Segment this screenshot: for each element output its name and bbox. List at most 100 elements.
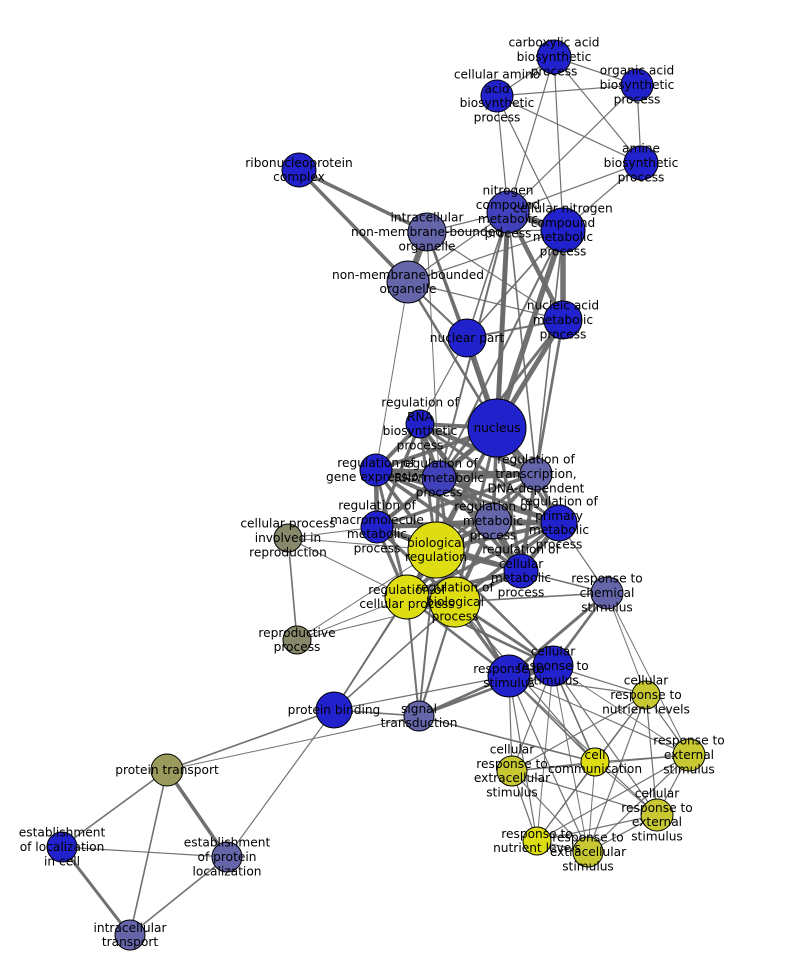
graph-edge <box>375 468 494 523</box>
nodes-layer <box>46 39 706 951</box>
graph-node-label: cellular response to nutrient levels <box>602 673 690 716</box>
graph-node-label: nuclear part <box>430 331 505 345</box>
graph-node-label: regulation of RNA metabolic process <box>394 456 484 499</box>
graph-node[interactable] <box>540 504 578 542</box>
graph-node-label: biological regulation <box>405 535 467 563</box>
graph-node[interactable] <box>447 318 487 358</box>
graph-edge <box>494 229 566 429</box>
graph-edge <box>507 211 537 475</box>
graph-node[interactable] <box>496 755 528 787</box>
graph-edge <box>508 675 538 842</box>
graph-node[interactable] <box>572 836 604 868</box>
graph-node-label: nitrogen compound metabolic process <box>476 183 540 240</box>
graph-edge <box>407 229 564 283</box>
graph-node-label: ribonucleoprotein complex <box>245 155 352 183</box>
graph-node-label: regulation of gene expression <box>326 455 426 483</box>
graph-node[interactable] <box>486 190 530 234</box>
graph-node-label: carboxylic acid biosynthetic process <box>508 35 599 78</box>
graph-edge <box>507 162 642 213</box>
graph-node[interactable] <box>360 510 394 544</box>
graph-node[interactable] <box>480 79 514 113</box>
graph-edge <box>552 665 658 816</box>
graph-node[interactable] <box>384 574 430 620</box>
graph-node[interactable] <box>543 300 583 340</box>
graph-edge <box>536 814 658 842</box>
graph-edge <box>375 468 560 525</box>
graph-node[interactable] <box>503 553 539 589</box>
graph-node[interactable] <box>429 576 481 628</box>
graph-edge <box>495 211 510 429</box>
graph-node[interactable] <box>590 576 624 610</box>
graph-node-label: response to extracellular stimulus <box>550 830 627 873</box>
graph-node-label: regulation of transcription, DNA-dependent <box>488 452 585 495</box>
graph-node[interactable] <box>46 831 78 863</box>
graph-node[interactable] <box>282 625 312 655</box>
graph-node[interactable] <box>405 409 435 439</box>
graph-node[interactable] <box>540 207 586 253</box>
graph-node[interactable] <box>631 680 661 710</box>
graph-node[interactable] <box>407 521 465 579</box>
graph-edge <box>587 754 690 853</box>
graph-edge <box>606 592 647 696</box>
graph-node[interactable] <box>640 798 674 832</box>
graph-node-label: cellular response to stimulus <box>517 644 588 687</box>
graph-node-label: amine biosynthetic process <box>604 141 679 184</box>
graph-edge <box>426 229 564 233</box>
graph-node[interactable] <box>273 523 303 553</box>
graph-edge <box>375 468 537 476</box>
graph-node[interactable] <box>620 68 654 102</box>
graph-node-label: response to stimulus <box>473 661 544 689</box>
graph-node[interactable] <box>519 457 553 491</box>
graph-edge <box>60 846 132 936</box>
graph-edge <box>426 231 440 479</box>
graph-node[interactable] <box>281 152 317 188</box>
graph-node-label: protein binding <box>288 703 381 717</box>
graph-node[interactable] <box>407 212 447 252</box>
graph-edge <box>511 770 658 816</box>
graph-node[interactable] <box>580 747 610 777</box>
graph-node-label: cellular response to external stimulus <box>621 786 692 843</box>
graph-edge <box>165 768 229 859</box>
graph-node-label: protein transport <box>115 763 219 777</box>
graph-node[interactable] <box>467 398 527 458</box>
graph-edge <box>418 664 554 718</box>
graph-node-label: regulation of biological process <box>416 580 494 623</box>
graph-node-label: intracellular non-membrane-bounded organel… <box>351 210 503 253</box>
graph-edge <box>61 769 168 848</box>
graph-node-label: regulation of macromolecule metabolic proce… <box>330 498 424 555</box>
graph-node-label: cellular amino acid biosynthetic process <box>454 67 540 124</box>
graph-node[interactable] <box>623 145 659 181</box>
graph-edge <box>507 56 555 213</box>
graph-node[interactable] <box>150 753 184 787</box>
graph-node[interactable] <box>536 39 572 75</box>
graph-edge <box>466 211 509 339</box>
graph-edge <box>534 319 565 475</box>
graph-node[interactable] <box>532 645 574 687</box>
graph-edge <box>226 709 335 858</box>
graph-edge <box>553 56 642 164</box>
graph-node[interactable] <box>421 460 457 496</box>
graph-node[interactable] <box>487 654 531 698</box>
graph-node-label: intracellular transport <box>94 920 168 948</box>
graph-node[interactable] <box>403 700 435 732</box>
graph-node[interactable] <box>359 453 393 487</box>
graph-node[interactable] <box>474 502 512 540</box>
graph-node[interactable] <box>211 841 243 873</box>
graph-edge <box>508 675 647 696</box>
graph-node[interactable] <box>522 826 552 856</box>
graph-node[interactable] <box>672 738 706 772</box>
graph-node[interactable] <box>315 691 353 729</box>
graph-edge <box>376 472 537 529</box>
graph-node[interactable] <box>386 260 430 304</box>
graph-edge <box>333 601 456 711</box>
graph-edge <box>129 856 228 936</box>
graph-edge <box>375 281 409 471</box>
graph-node[interactable] <box>114 919 146 951</box>
labels-layer: carboxylic acid biosynthetic process organi… <box>19 35 725 949</box>
graph-edge <box>552 665 690 756</box>
graph-edge <box>508 675 690 756</box>
graph-edge <box>287 537 298 641</box>
graph-edge <box>553 56 564 231</box>
graph-edge <box>298 168 428 234</box>
